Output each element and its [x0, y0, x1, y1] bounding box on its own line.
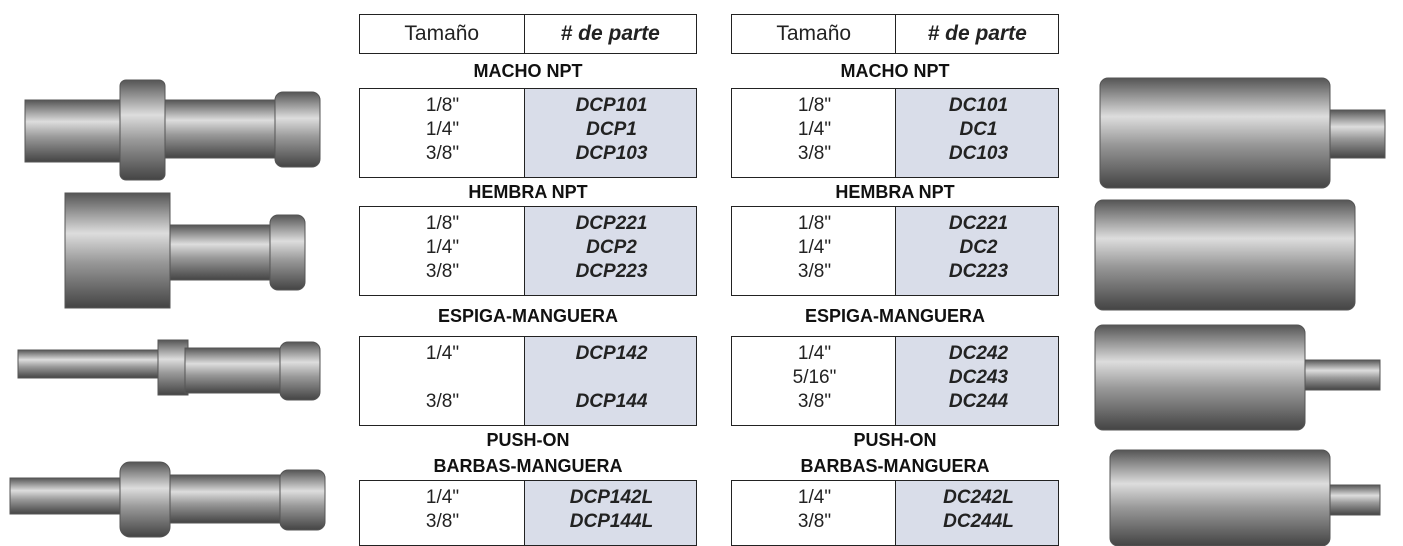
part-cell: DCP142L [569, 487, 654, 508]
table-header: Tamaño # de parte [359, 14, 697, 54]
part-header: # de parte [523, 15, 696, 53]
section-box: 1/8" DCP221 1/4" DCP2 3/8" DCP223 [359, 206, 697, 296]
size-cell: 1/4" [425, 237, 460, 258]
part-cell: DC242 [948, 343, 1009, 364]
part-cell: DC223 [948, 261, 1009, 282]
section-box: 1/8" DC221 1/4" DC2 3/8" DC223 [731, 206, 1059, 296]
section-box: 1/8" DCP101 1/4" DCP1 3/8" DCP103 [359, 88, 697, 178]
section-title-line: MACHO NPT [473, 61, 583, 81]
part-column [523, 337, 696, 425]
section-box: 1/8" DC101 1/4" DC1 3/8" DC103 [731, 88, 1059, 178]
section-title-line: MACHO NPT [840, 61, 950, 81]
part-cell: DC244L [943, 511, 1014, 532]
section-title: MACHO NPT [359, 58, 697, 84]
size-header: Tamaño [776, 22, 852, 45]
part-cell: DC1 [959, 119, 998, 140]
section-title-line: HEMBRA NPT [835, 182, 955, 202]
part-cell: DC101 [948, 95, 1009, 116]
section-box: 1/4" DC242 5/16" DC243 3/8" DC244 [731, 336, 1059, 426]
size-cell: 3/8" [425, 143, 460, 164]
part-cell: DCP223 [575, 261, 648, 282]
size-header: Tamaño [404, 22, 480, 45]
coupler-photos [1094, 77, 1386, 546]
size-cell: 1/4" [425, 487, 460, 508]
section-title: PUSH-ON BARBAS-MANGUERA [731, 427, 1059, 479]
section-title: HEMBRA NPT [731, 179, 1059, 205]
part-column [523, 481, 696, 545]
part-cell: DC103 [948, 143, 1009, 164]
part-cell: DCP142 [575, 343, 648, 364]
section-title: HEMBRA NPT [359, 179, 697, 205]
section-title-line: BARBAS-MANGUERA [433, 456, 623, 476]
size-cell: 1/8" [797, 95, 832, 116]
section-title-line: ESPIGA-MANGUERA [804, 306, 985, 326]
size-cell: 1/4" [797, 119, 832, 140]
part-column [523, 89, 696, 177]
size-cell: 1/4" [797, 487, 832, 508]
size-cell: 1/4" [425, 119, 460, 140]
part-column [895, 337, 1058, 425]
part-header: # de parte [895, 15, 1058, 53]
section-title: PUSH-ON BARBAS-MANGUERA [359, 427, 697, 479]
size-cell: 3/8" [797, 143, 832, 164]
part-cell: DCP103 [575, 143, 648, 164]
section-box: 1/4" DCP142 3/8" DCP144 [359, 336, 697, 426]
section-box: 1/4" DCP142L 3/8" DCP144L [359, 480, 697, 546]
size-cell: 1/4" [797, 237, 832, 258]
part-cell: DC221 [948, 213, 1009, 234]
part-column [895, 89, 1058, 177]
part-cell: DCP221 [575, 213, 648, 234]
part-cell: DCP2 [586, 237, 637, 258]
part-cell: DC242L [943, 487, 1014, 508]
plug-photos [9, 79, 326, 538]
part-cell: DC244 [948, 391, 1009, 412]
size-cell: 1/4" [797, 343, 832, 364]
section-title-line: PUSH-ON [486, 430, 570, 450]
section-title-line: PUSH-ON [853, 430, 937, 450]
section-title: ESPIGA-MANGUERA [359, 303, 697, 329]
part-cell: DCP144 [575, 391, 648, 412]
section-title: ESPIGA-MANGUERA [731, 303, 1059, 329]
part-cell: DCP144L [569, 511, 654, 532]
table-header: Tamaño # de parte [731, 14, 1059, 54]
section-title: MACHO NPT [731, 58, 1059, 84]
size-cell: 1/8" [425, 95, 460, 116]
part-column [895, 481, 1058, 545]
part-cell: DC243 [948, 367, 1009, 388]
size-cell: 3/8" [797, 511, 832, 532]
size-cell: 3/8" [797, 261, 832, 282]
size-cell: 3/8" [425, 261, 460, 282]
size-cell: 1/8" [425, 213, 460, 234]
size-cell: 3/8" [797, 391, 832, 412]
section-title-line: HEMBRA NPT [468, 182, 588, 202]
part-cell: DCP101 [575, 95, 648, 116]
size-cell: 3/8" [425, 391, 460, 412]
size-cell: 1/4" [425, 343, 460, 364]
part-cell: DCP1 [586, 119, 637, 140]
size-cell: 5/16" [792, 367, 837, 388]
size-cell: 3/8" [425, 511, 460, 532]
section-box: 1/4" DC242L 3/8" DC244L [731, 480, 1059, 546]
section-title-line: ESPIGA-MANGUERA [437, 306, 618, 326]
part-cell: DC2 [959, 237, 998, 258]
part-column [523, 207, 696, 295]
size-cell: 1/8" [797, 213, 832, 234]
part-column [895, 207, 1058, 295]
section-title-line: BARBAS-MANGUERA [800, 456, 990, 476]
